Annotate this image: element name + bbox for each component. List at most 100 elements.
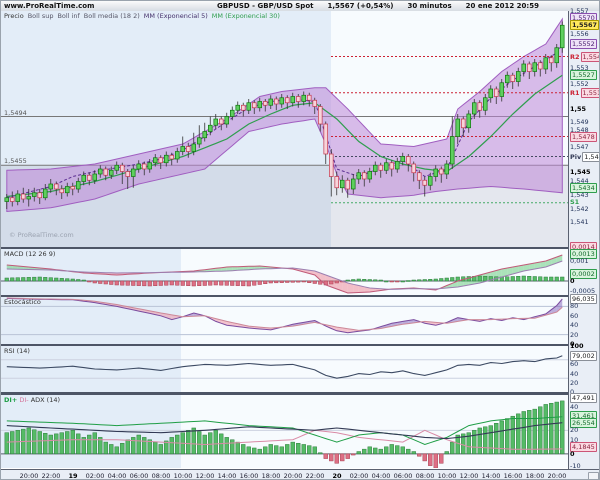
time-axis-label: 14:00	[217, 472, 237, 480]
rsi-panel-canvas[interactable]	[1, 346, 568, 392]
panel-value-box: 31,461	[570, 410, 597, 421]
panel-tick: 60	[570, 360, 579, 369]
macd-panel-canvas[interactable]	[1, 249, 568, 295]
time-axis-label: 20:00	[283, 472, 303, 480]
price-tick: 1,544	[570, 177, 589, 185]
copyright-watermark: © ProRealTime.com	[9, 231, 74, 239]
panel-value-box: 0,0014	[570, 242, 597, 252]
price-tick: 1,548	[570, 125, 589, 134]
price-chart-legend: Precio Boll sup Boll inf Boll media (18 2) M…	[4, 12, 284, 20]
legend-item[interactable]: Boll inf	[57, 12, 80, 20]
panel-tick: 20	[570, 378, 579, 387]
price-tick: 1,549	[570, 117, 589, 126]
panel-value-box: 0,0013	[570, 249, 597, 259]
time-axis-label: 16:00	[503, 472, 523, 480]
time-axis-day-label: 20	[332, 472, 342, 480]
timeframe-label[interactable]: 30 minutos	[407, 2, 452, 10]
panel-value-box: 4,1845	[570, 441, 597, 452]
panel-value-box: 0,0002	[570, 269, 597, 279]
panel-tick: 20	[570, 426, 579, 435]
price-tick: 1,55	[570, 105, 587, 113]
time-axis[interactable]: 20:00 22:00 19 02:00 04:00 06:00 08:00 10:00 12:…	[1, 469, 599, 480]
panel-tick: 20	[570, 330, 579, 339]
time-axis-label: 10:00	[173, 472, 193, 480]
price-tick: 1,557	[570, 7, 589, 16]
time-axis-label: 20:00	[547, 472, 567, 480]
last-price: 1,5567 (+0,54%)	[327, 2, 394, 10]
time-axis-label: 04:00	[107, 472, 127, 480]
panel-tick: 40	[570, 369, 579, 378]
panel-tick: 40	[570, 321, 579, 330]
symbol-title: GBPUSD - GBP/USD Spot	[217, 2, 314, 10]
di-plus-label: DI+	[4, 396, 18, 404]
time-axis-label: 08:00	[415, 472, 435, 480]
time-axis-label: 12:00	[195, 472, 215, 480]
price-tick: 1,547	[570, 142, 589, 151]
panel-separator[interactable]	[1, 392, 599, 395]
price-tick: 1,541	[570, 217, 589, 226]
time-axis-label: 10:00	[437, 472, 457, 480]
price-tick: 1,542	[570, 205, 589, 213]
panel-value-box: 79,002	[570, 350, 597, 361]
pivot-label: S1	[570, 198, 580, 206]
panel-tick: 0	[570, 277, 575, 285]
price-value-box: 1,5567	[570, 20, 599, 31]
panel-separator[interactable]	[1, 344, 599, 346]
site-logo[interactable]: www.ProRealTime.com	[4, 2, 95, 10]
time-axis-corner-button[interactable]	[588, 472, 599, 479]
adx-panel-title: DI+ DI- ADX (14)	[4, 396, 60, 404]
rsi-panel-title: RSI (14)	[4, 347, 30, 355]
legend-item[interactable]: MM (Exponencial 30)	[211, 12, 280, 20]
pivot-label: R11,5513	[570, 87, 599, 98]
panel-tick: 0	[570, 340, 575, 348]
price-value-box: 1,5527	[570, 70, 597, 81]
price-value-box: 1,5570	[570, 13, 597, 24]
time-axis-label: 02:00	[85, 472, 105, 480]
time-axis-label: 14:00	[481, 472, 501, 480]
time-axis-label: 06:00	[129, 472, 149, 480]
macd-panel-title: MACD (12 26 9)	[4, 250, 56, 258]
di-minus-label: DI-	[19, 396, 29, 404]
price-tick: 1,545	[570, 167, 591, 176]
panel-tick: -10	[570, 461, 581, 470]
panel-separator[interactable]	[1, 247, 599, 249]
time-axis-label: 08:00	[151, 472, 171, 480]
legend-item[interactable]: MM (Exponencial 5)	[143, 12, 208, 20]
legend-item[interactable]: Boll sup	[27, 12, 54, 20]
panel-tick: 10	[570, 435, 579, 444]
stochastic-panel-canvas[interactable]	[1, 297, 568, 344]
time-axis-label: 12:00	[459, 472, 479, 480]
panel-tick: 60	[570, 311, 579, 320]
panel-value-box: 47,491	[570, 392, 597, 403]
legend-item[interactable]: Boll media (18 2)	[83, 12, 140, 20]
time-axis-label: 22:00	[41, 472, 61, 480]
datetime-label: 20 ene 2012 20:59	[465, 2, 539, 10]
time-axis-day-label: 19	[68, 472, 78, 480]
price-tick: 1,552	[570, 80, 589, 88]
panel-tick: 0	[570, 449, 575, 458]
panel-separator[interactable]	[1, 295, 599, 297]
price-tick: 1,556	[570, 30, 589, 38]
adx-panel-canvas[interactable]	[1, 395, 568, 468]
panel-tick: 0,001	[570, 257, 589, 265]
stochastic-panel-title: Estocástico	[4, 298, 41, 306]
panel-tick: 80	[570, 302, 579, 311]
adx-label: ADX (14)	[30, 396, 61, 404]
hline-label[interactable]: 1,5455	[4, 157, 27, 166]
panel-tick: 40	[570, 402, 579, 411]
price-chart-canvas[interactable]	[1, 11, 568, 247]
time-axis-label: 20:00	[19, 472, 39, 480]
price-value-box: 1,5434	[570, 183, 597, 193]
pivot-label: 1,5478	[570, 131, 597, 142]
time-axis-label: 06:00	[393, 472, 413, 480]
time-axis-label: 16:00	[239, 472, 259, 480]
chart-title-group: GBPUSD - GBP/USD Spot 1,5567 (+0,54%) 30…	[217, 1, 539, 11]
time-axis-label: 04:00	[371, 472, 391, 480]
time-axis-label: 02:00	[349, 472, 369, 480]
legend-item[interactable]: Precio	[4, 12, 24, 20]
hline-label[interactable]: 1,5494	[4, 108, 27, 117]
